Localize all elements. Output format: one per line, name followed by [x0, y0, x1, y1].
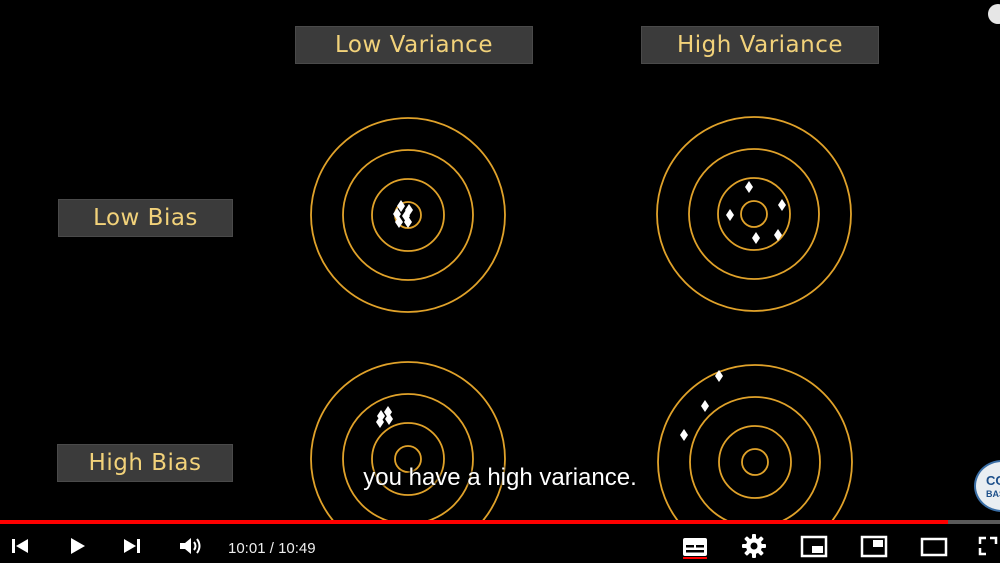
target-ring	[371, 178, 445, 252]
hit-marker	[385, 413, 393, 425]
time-separator: /	[269, 540, 274, 557]
hit-marker	[395, 216, 403, 228]
picture-in-picture-icon	[860, 535, 888, 557]
watermark-text-2: BAS	[986, 489, 1000, 499]
overlay-indicator	[988, 4, 1000, 24]
hit-marker	[376, 416, 384, 428]
hit-marker	[774, 229, 782, 241]
row-label-text: High Bias	[88, 450, 202, 476]
settings-button[interactable]	[738, 528, 770, 563]
progress-bar[interactable]	[0, 520, 1000, 524]
row-label-low-bias: Low Bias	[58, 199, 233, 237]
target-ring	[394, 445, 422, 473]
target-ring	[656, 116, 852, 312]
hit-marker	[745, 181, 753, 193]
row-label-text: Low Bias	[93, 205, 198, 231]
target-ring	[657, 364, 853, 520]
target-high-bias-high-variance	[657, 364, 853, 520]
target-ring	[310, 117, 506, 313]
target-ring	[740, 200, 768, 228]
target-ring	[688, 148, 820, 280]
column-label-text: High Variance	[676, 32, 844, 58]
target-ring	[310, 361, 506, 520]
skip-next-button[interactable]	[118, 528, 146, 563]
hit-marker	[404, 216, 412, 228]
column-label-low-variance: Low Variance	[295, 26, 533, 64]
settings-gear-icon	[742, 533, 766, 558]
subtitles-icon	[683, 537, 707, 559]
fullscreen-icon	[978, 536, 998, 555]
video-frame	[310, 116, 853, 520]
current-time: 10:01	[228, 540, 266, 557]
time-display: 10:01 / 10:49	[228, 540, 316, 557]
hit-marker	[701, 400, 709, 412]
play-button[interactable]	[62, 528, 92, 563]
hit-marker	[752, 232, 760, 244]
target-ring	[342, 149, 474, 281]
miniplayer-button[interactable]	[798, 528, 830, 563]
picture-in-picture-button[interactable]	[858, 528, 890, 563]
watermark-text-1: CO	[986, 473, 1000, 488]
target-ring	[342, 393, 474, 520]
play-icon	[71, 537, 85, 554]
row-label-high-bias: High Bias	[57, 444, 233, 482]
target-high-bias-low-variance	[310, 361, 506, 520]
target-low-bias-high-variance	[656, 116, 852, 312]
target-ring	[717, 177, 791, 251]
skip-previous-button[interactable]	[6, 528, 34, 563]
target-ring	[718, 425, 792, 499]
skip-next-icon	[124, 538, 140, 553]
hit-marker	[778, 199, 786, 211]
column-label-text: Low Variance	[335, 32, 493, 58]
hit-marker	[397, 200, 405, 212]
hit-marker	[680, 429, 688, 441]
subtitles-button[interactable]	[680, 528, 710, 563]
target-ring	[371, 422, 445, 496]
target-ring	[741, 448, 769, 476]
target-ring	[689, 396, 821, 520]
target-low-bias-low-variance	[310, 117, 506, 313]
progress-fill	[0, 520, 948, 524]
miniplayer-icon	[800, 535, 828, 557]
hit-marker	[726, 209, 734, 221]
fullscreen-button[interactable]	[976, 528, 1000, 563]
hit-marker	[715, 370, 723, 382]
duration: 10:49	[278, 540, 316, 557]
skip-previous-icon	[12, 538, 28, 553]
volume-button[interactable]	[176, 528, 206, 563]
volume-icon	[180, 537, 201, 554]
theater-mode-icon	[920, 537, 948, 556]
subtitle-caption: you have a high variance.	[363, 464, 637, 491]
theater-mode-button[interactable]	[918, 528, 950, 563]
column-label-high-variance: High Variance	[641, 26, 879, 64]
player-controls: 10:01 / 10:49	[0, 528, 1000, 563]
